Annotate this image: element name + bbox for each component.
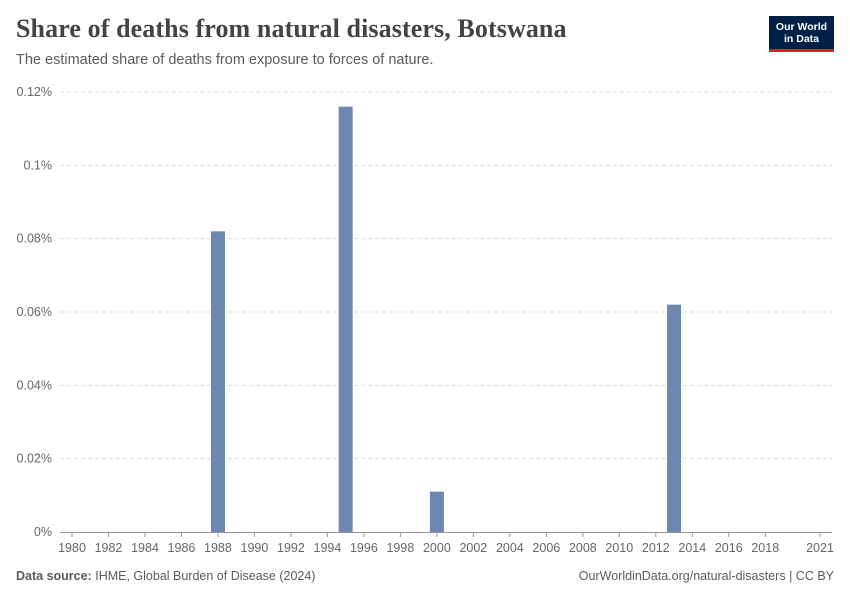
- x-tick-label: 2010: [605, 541, 633, 555]
- x-tick-label: 2012: [642, 541, 670, 555]
- owid-logo[interactable]: Our World in Data: [769, 16, 834, 52]
- logo-line-2: in Data: [783, 32, 819, 45]
- x-tick-label: 1986: [168, 541, 196, 555]
- x-tick-label: 1980: [58, 541, 86, 555]
- source-link[interactable]: OurWorldinData.org/natural-disasters | C…: [578, 569, 834, 583]
- x-tick-label: 1984: [131, 541, 159, 555]
- x-tick-label: 2000: [423, 541, 451, 555]
- bar-1995: [338, 106, 353, 533]
- x-tick-label: 2014: [678, 541, 706, 555]
- chart-title: Share of deaths from natural disasters, …: [16, 14, 567, 43]
- x-tick-label: 1990: [241, 541, 269, 555]
- data-source: Data source: IHME, Global Burden of Dise…: [16, 569, 315, 583]
- x-tick-label: 1988: [204, 541, 232, 555]
- bar-1988: [210, 231, 225, 533]
- x-tick-label: 2002: [459, 541, 487, 555]
- x-tick-label: 1992: [277, 541, 305, 555]
- y-tick-label: 0.12%: [17, 85, 52, 99]
- x-tick-label: 2004: [496, 541, 524, 555]
- y-tick-label: 0.06%: [17, 305, 52, 319]
- x-tick-label: 2016: [715, 541, 743, 555]
- y-tick-label: 0%: [34, 525, 52, 539]
- data-source-label: Data source:: [16, 569, 92, 583]
- x-tick-label: 1996: [350, 541, 378, 555]
- x-tick-label: 2006: [532, 541, 560, 555]
- x-tick-label: 1994: [314, 541, 342, 555]
- bar-2000: [429, 491, 444, 532]
- y-tick-label: 0.02%: [17, 452, 52, 466]
- x-tick-label: 1982: [95, 541, 123, 555]
- y-tick-label: 0.04%: [17, 378, 52, 392]
- x-tick-label: 2021: [806, 541, 834, 555]
- y-tick-label: 0.1%: [24, 158, 53, 172]
- bar-2013: [667, 304, 682, 532]
- y-tick-label: 0.08%: [17, 232, 52, 246]
- chart-subtitle: The estimated share of deaths from expos…: [16, 52, 434, 68]
- x-tick-label: 2008: [569, 541, 597, 555]
- x-tick-label: 1998: [386, 541, 414, 555]
- logo-line-1: Our World: [775, 20, 828, 33]
- data-source-text[interactable]: IHME, Global Burden of Disease (2024): [95, 569, 316, 583]
- x-tick-label: 2018: [751, 541, 779, 555]
